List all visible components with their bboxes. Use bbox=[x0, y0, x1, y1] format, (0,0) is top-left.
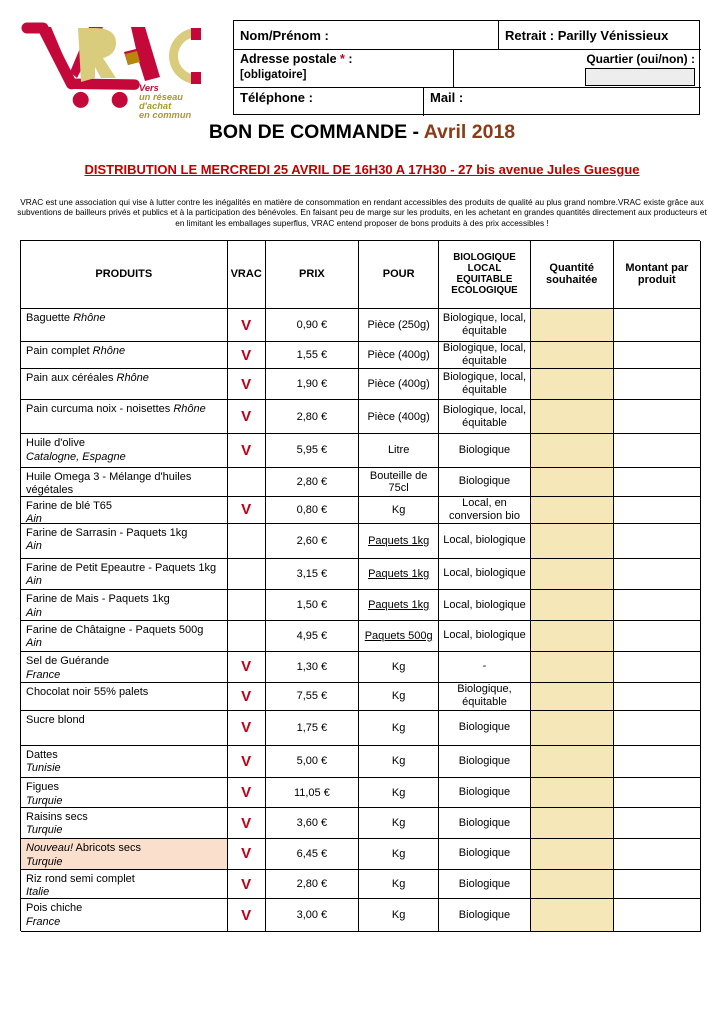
svg-text:en commun: en commun bbox=[139, 110, 191, 120]
